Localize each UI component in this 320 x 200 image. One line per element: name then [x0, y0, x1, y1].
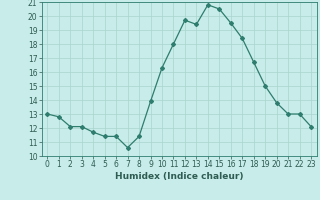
X-axis label: Humidex (Indice chaleur): Humidex (Indice chaleur): [115, 172, 244, 181]
